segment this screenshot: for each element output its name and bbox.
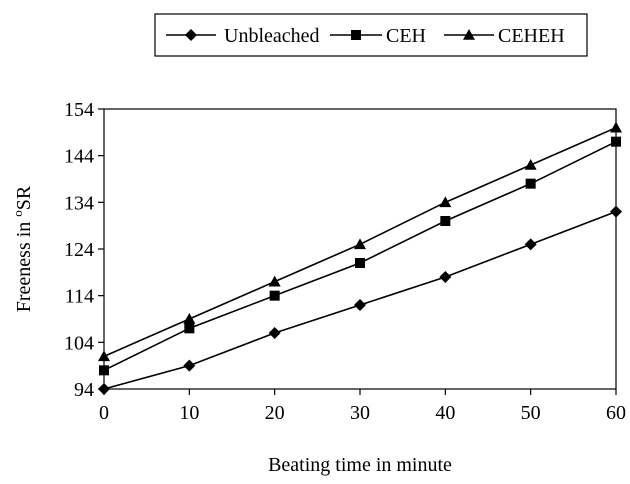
y-axis-title-prefix: Freeness in bbox=[13, 217, 35, 313]
legend-marker bbox=[185, 29, 197, 41]
data-point bbox=[98, 350, 110, 362]
data-point bbox=[354, 299, 366, 311]
y-tick-label: 124 bbox=[64, 239, 94, 261]
y-tick-label: 134 bbox=[64, 192, 94, 214]
y-tick-label: 114 bbox=[65, 286, 94, 308]
y-axis-title-superscript: o bbox=[10, 210, 25, 217]
data-point bbox=[268, 275, 281, 287]
legend: Unbleached CEH CEHEH bbox=[154, 13, 588, 57]
y-axis-title: Freeness in oSR bbox=[10, 185, 35, 312]
legend-item-ceheh: CEHEH bbox=[444, 25, 565, 47]
legend-marker bbox=[351, 30, 361, 40]
data-point bbox=[183, 359, 196, 372]
data-point bbox=[183, 313, 196, 324]
data-point bbox=[440, 216, 451, 226]
x-axis: 0 10 20 30 40 50 60 bbox=[99, 389, 626, 424]
data-point bbox=[439, 196, 452, 208]
data-point bbox=[439, 271, 452, 283]
series-line bbox=[103, 140, 617, 372]
data-point bbox=[184, 323, 195, 334]
legend-label: Unbleached bbox=[224, 25, 320, 47]
series-ceh bbox=[99, 136, 621, 376]
y-tick-label: 94 bbox=[74, 379, 94, 401]
data-point bbox=[268, 327, 281, 339]
legend-item-ceh: CEH bbox=[330, 25, 426, 47]
data-point bbox=[269, 290, 280, 301]
legend-marker bbox=[463, 29, 475, 40]
x-tick-label: 10 bbox=[179, 402, 199, 424]
data-point bbox=[524, 238, 537, 251]
data-point bbox=[525, 178, 536, 189]
x-tick-label: 40 bbox=[435, 402, 455, 424]
series-ceheh bbox=[98, 121, 622, 362]
data-point bbox=[99, 365, 109, 376]
series-unbleached bbox=[98, 205, 622, 395]
data-point bbox=[524, 159, 537, 170]
y-tick-label: 104 bbox=[64, 332, 94, 354]
x-tick-label: 60 bbox=[606, 402, 626, 424]
x-tick-label: 0 bbox=[99, 402, 109, 424]
x-tick-label: 20 bbox=[265, 402, 285, 424]
legend-item-unbleached: Unbleached bbox=[166, 25, 320, 47]
data-point bbox=[611, 136, 621, 147]
x-tick-label: 30 bbox=[350, 402, 370, 424]
legend-label: CEHEH bbox=[498, 25, 565, 47]
x-tick-label: 50 bbox=[521, 402, 541, 424]
x-axis-title: Beating time in minute bbox=[268, 454, 452, 476]
data-point bbox=[354, 238, 366, 250]
data-point bbox=[98, 383, 110, 395]
data-point bbox=[610, 205, 622, 218]
y-tick-label: 144 bbox=[64, 146, 94, 168]
legend-label: CEH bbox=[386, 25, 426, 47]
y-axis-title-suffix: SR bbox=[13, 185, 35, 210]
data-point bbox=[610, 121, 622, 133]
series-layer bbox=[98, 121, 622, 395]
data-point bbox=[355, 258, 365, 268]
y-axis: 94 104 114 124 134 144 154 bbox=[64, 99, 104, 401]
y-tick-label: 154 bbox=[64, 99, 94, 121]
